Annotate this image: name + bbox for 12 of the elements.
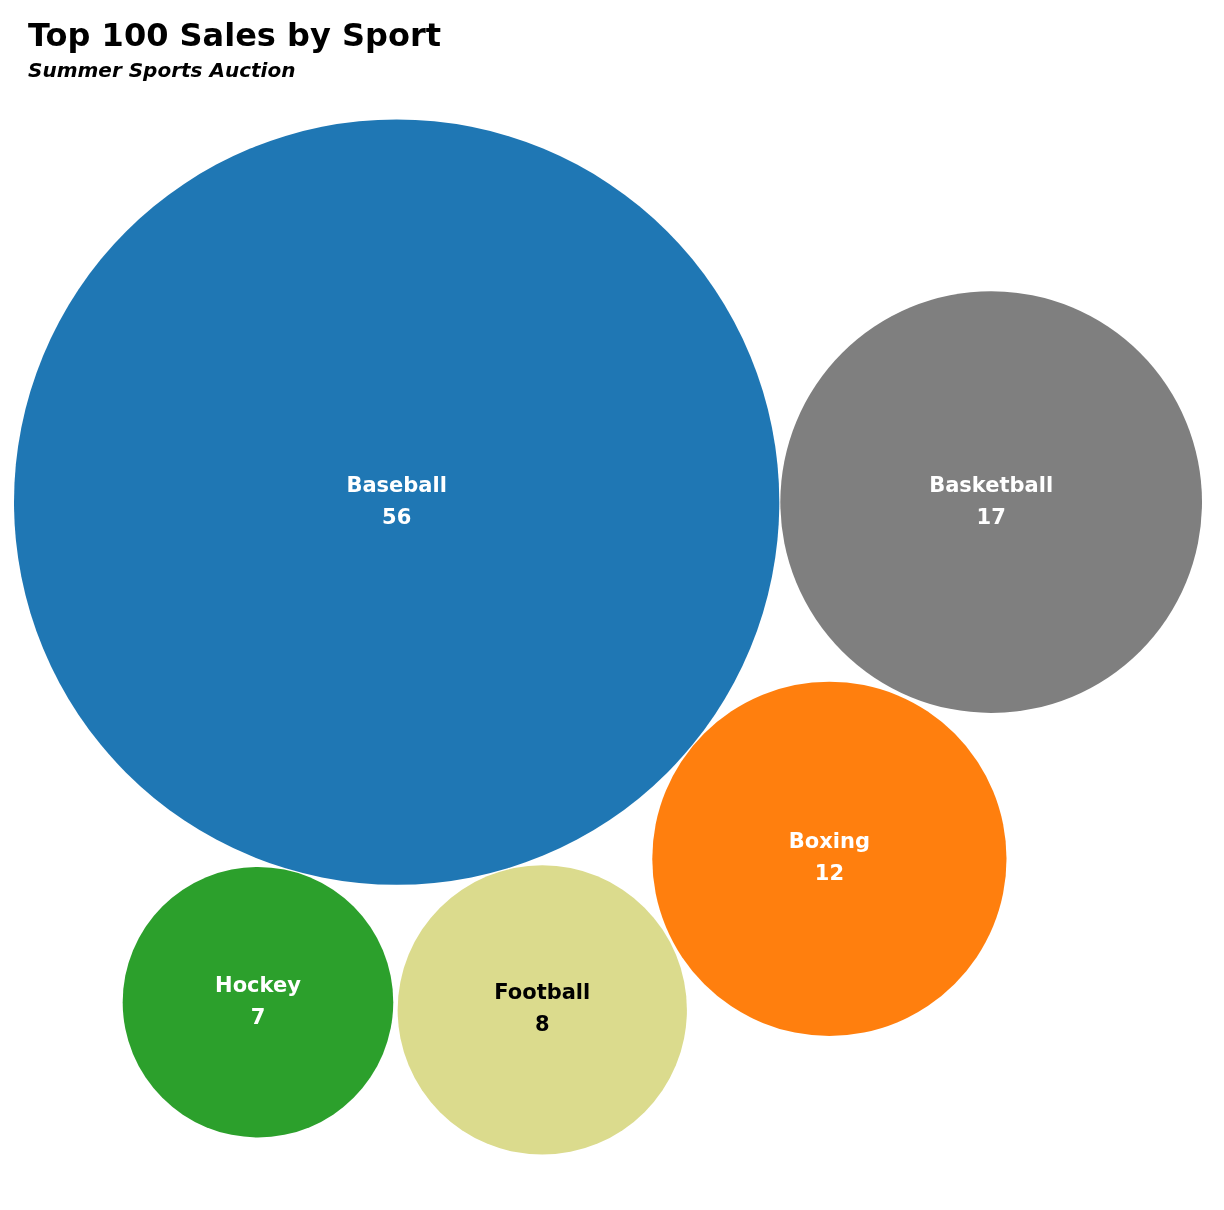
text: Summer Sports Auction: [28, 58, 297, 82]
category-label: Hockey: [215, 972, 302, 997]
category-label: Boxing: [788, 829, 870, 854]
data-label: 7: [250, 1004, 266, 1029]
category-label: Basketball: [929, 472, 1054, 497]
data-label: 17: [976, 504, 1006, 529]
text: Top 100 Sales by Sport: [28, 16, 442, 54]
data-label: 12: [814, 861, 845, 886]
category-label: Football: [494, 980, 591, 1005]
category-label: Baseball: [346, 472, 447, 497]
data-label: 8: [534, 1012, 550, 1037]
data-label: 56: [382, 504, 412, 529]
